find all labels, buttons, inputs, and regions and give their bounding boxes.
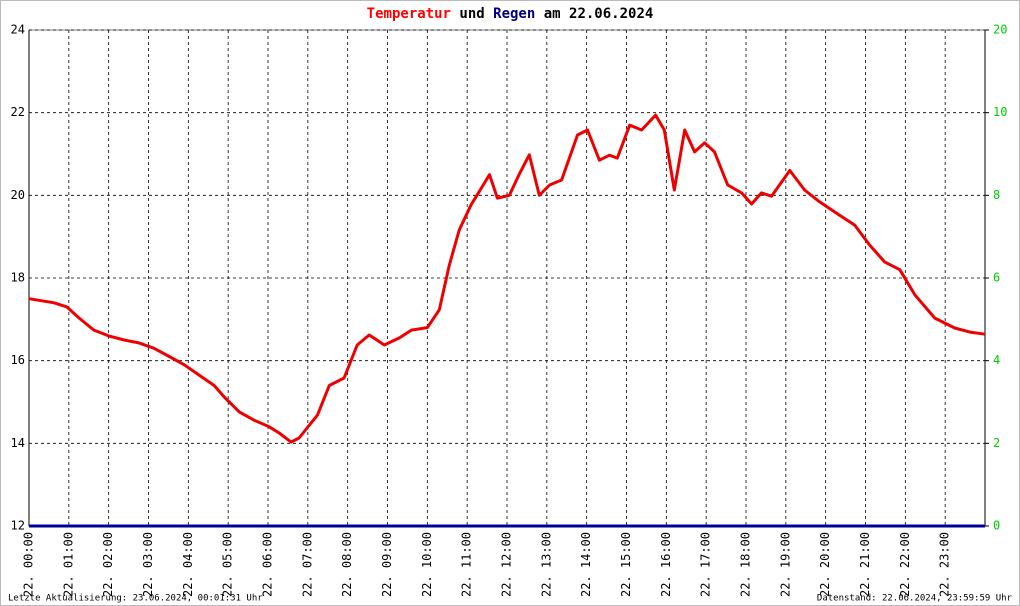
footer-right: Datenstand: 22.06.2024, 23:59:59 Uhr	[817, 594, 1013, 604]
chart-title: Temperatur und Regen am 22.06.2024	[367, 6, 654, 22]
x-tick-label: 22. 20:00	[818, 532, 832, 597]
x-tick-label: 22. 12:00	[500, 532, 514, 597]
x-tick-label: 22. 05:00	[221, 532, 235, 597]
y-tick-label: 22	[11, 105, 25, 119]
x-tick-label: 22. 19:00	[778, 532, 792, 597]
x-tick-label: 22. 06:00	[261, 532, 275, 597]
y2-tick-label: 6	[993, 271, 1000, 285]
x-tick-label: 22. 02:00	[101, 532, 115, 597]
y2-tick-label: 2	[993, 436, 1000, 450]
y2-tick-label: 0	[993, 519, 1000, 533]
title-part: und	[459, 6, 484, 22]
x-tick-label: 22. 14:00	[579, 532, 593, 597]
x-tick-label: 22. 04:00	[181, 532, 195, 597]
x-tick-label: 22. 18:00	[739, 532, 753, 597]
x-tick-label: 22. 10:00	[420, 532, 434, 597]
y2-tick-label: 8	[993, 188, 1000, 202]
series-line	[28, 113, 986, 444]
y2-tick-label: 10	[993, 105, 1007, 119]
title-part: Temperatur	[367, 6, 451, 22]
y2-tick-label: 20	[993, 23, 1007, 37]
x-tick-label: 22. 00:00	[22, 532, 36, 597]
y-tick-label: 12	[11, 519, 25, 533]
x-tick-label: 22. 03:00	[141, 532, 155, 597]
x-tick-label: 22. 16:00	[659, 532, 673, 597]
x-tick-label: 22. 22:00	[898, 532, 912, 597]
footer-left: Letzte Aktualisierung: 23.06.2024, 00:01…	[8, 594, 263, 604]
x-tick-label: 22. 07:00	[300, 532, 314, 597]
y2-tick-label: 4	[993, 353, 1000, 367]
x-tick-label: 22. 13:00	[539, 532, 553, 597]
y-tick-label: 20	[11, 188, 25, 202]
y-tick-label: 16	[11, 353, 25, 367]
x-tick-label: 22. 21:00	[858, 532, 872, 597]
x-tick-label: 22. 08:00	[340, 532, 354, 597]
y-tick-label: 24	[11, 23, 25, 37]
y-tick-label: 14	[11, 436, 25, 450]
title-part: Regen	[493, 6, 535, 22]
x-tick-label: 22. 09:00	[380, 532, 394, 597]
title-part: am 22.06.2024	[544, 6, 654, 22]
x-tick-label: 22. 17:00	[699, 532, 713, 597]
x-tick-label: 22. 01:00	[61, 532, 75, 597]
x-tick-label: 22. 11:00	[460, 532, 474, 597]
y-tick-label: 18	[11, 271, 25, 285]
x-tick-label: 22. 15:00	[619, 532, 633, 597]
x-tick-label: 22. 23:00	[938, 532, 952, 597]
